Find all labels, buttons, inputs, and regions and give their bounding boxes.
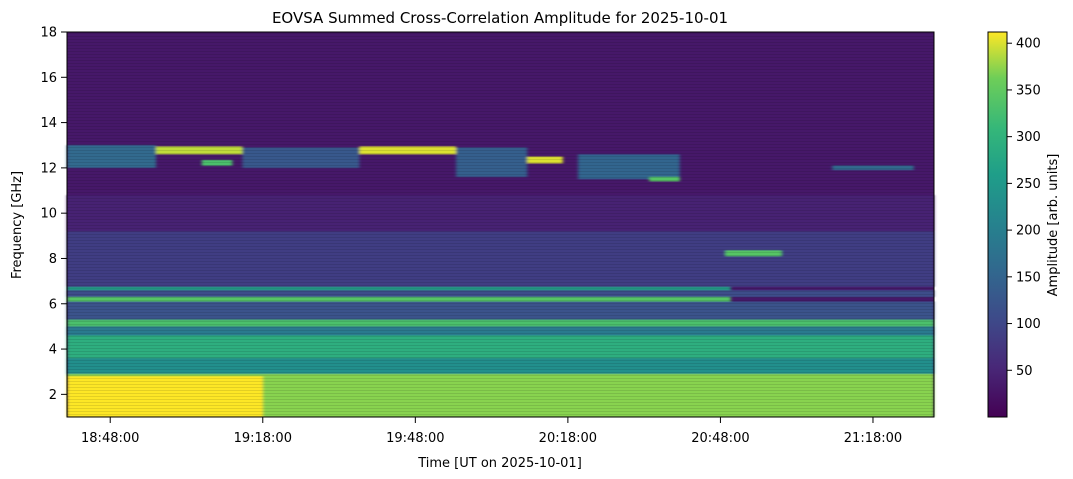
colorbar-tick-label: 350 xyxy=(1016,83,1041,98)
y-tick-label: 18 xyxy=(40,26,57,41)
x-axis: 18:48:00 19:18:00 19:48:00 20:18:00 20:48:00… xyxy=(81,417,902,446)
colorbar-gradient xyxy=(987,31,1008,418)
y-axis: 2 4 6 8 10 12 14 16 18 xyxy=(40,26,67,403)
colorbar-tick-label: 100 xyxy=(1016,317,1041,332)
colorbar-tick-label: 300 xyxy=(1016,130,1041,145)
y-tick-label: 16 xyxy=(40,71,57,86)
plot-area xyxy=(66,31,935,418)
x-tick-label: 21:18:00 xyxy=(844,431,902,446)
y-tick-label: 12 xyxy=(40,161,57,176)
x-tick-label: 20:48:00 xyxy=(691,431,749,446)
colorbar: 50 100 150 200 250 300 350 400 Amplitude [arb. … xyxy=(987,31,1061,418)
y-tick-label: 14 xyxy=(40,116,57,131)
x-tick-label: 19:18:00 xyxy=(234,431,292,446)
x-tick-label: 18:48:00 xyxy=(81,431,139,446)
colorbar-ticks: 50 100 150 200 250 300 350 400 xyxy=(1007,37,1041,379)
plot-frame xyxy=(66,31,935,418)
colorbar-tick-label: 400 xyxy=(1016,37,1041,52)
striation-overlay xyxy=(67,32,934,417)
y-axis-label: Frequency [GHz] xyxy=(10,171,25,279)
x-tick-label: 20:18:00 xyxy=(539,431,597,446)
colorbar-tick-label: 50 xyxy=(1016,364,1033,379)
colorbar-tick-label: 250 xyxy=(1016,177,1041,192)
y-tick-label: 10 xyxy=(40,207,57,222)
y-tick-label: 4 xyxy=(49,343,57,358)
colorbar-tick-label: 200 xyxy=(1016,224,1041,239)
colorbar-tick-label: 150 xyxy=(1016,270,1041,285)
y-tick-label: 2 xyxy=(49,388,57,403)
y-tick-label: 6 xyxy=(49,297,57,312)
x-axis-label: Time [UT on 2025-10-01] xyxy=(417,456,582,471)
x-tick-label: 19:48:00 xyxy=(386,431,444,446)
y-tick-label: 8 xyxy=(49,252,57,267)
chart-title: EOVSA Summed Cross-Correlation Amplitude… xyxy=(272,9,728,27)
colorbar-label: Amplitude [arb. units] xyxy=(1046,154,1061,297)
